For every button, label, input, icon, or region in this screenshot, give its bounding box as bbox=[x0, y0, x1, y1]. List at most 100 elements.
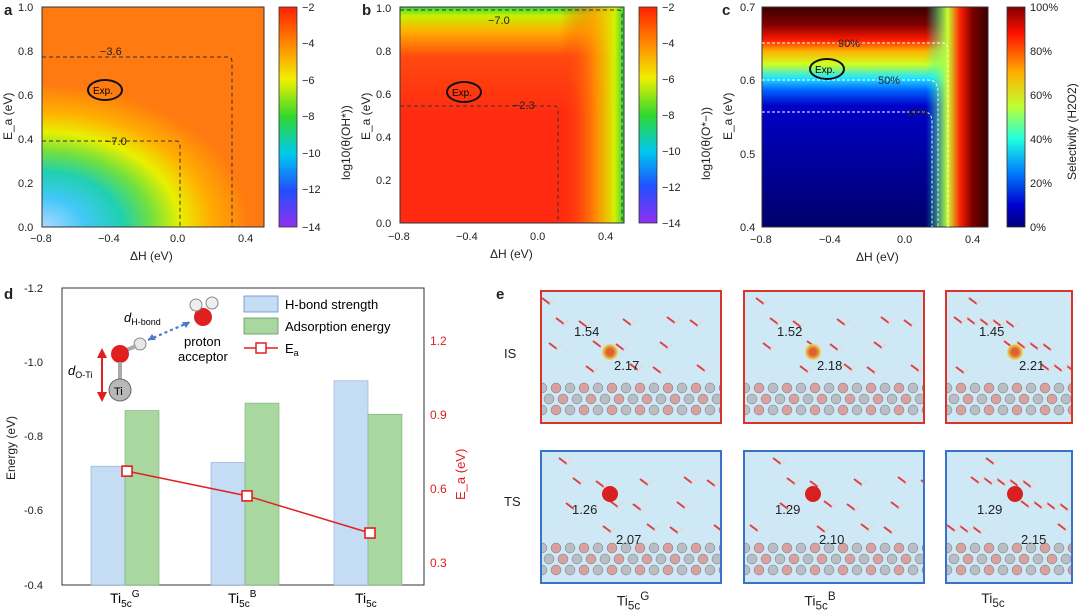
panel-b-label: b bbox=[362, 2, 372, 19]
y-tick-a-2: 0.4 bbox=[18, 134, 33, 146]
y-tick-c-1: 0.5 bbox=[740, 149, 755, 161]
y-axis-d: -1.2 -1.0 -0.8 -0.6 -0.4 Energy (eV) bbox=[4, 283, 43, 592]
col-label-tig: Ti5cG bbox=[616, 590, 650, 612]
cb-c-0: 100% bbox=[1030, 2, 1058, 14]
cb-a-2: −6 bbox=[302, 75, 315, 87]
y-tick-a-5: 1.0 bbox=[18, 2, 33, 14]
cb-c-2: 60% bbox=[1030, 90, 1052, 102]
y-axis-a: 0.0 0.2 0.4 0.6 0.8 1.0 E_a (eV) bbox=[1, 2, 33, 234]
ea-marker-0 bbox=[121, 465, 133, 477]
cb-c-5: 0% bbox=[1030, 222, 1046, 234]
y-tick-b-4: 0.8 bbox=[376, 46, 391, 58]
legend-d: H-bond strength Adsorption energy Ea bbox=[243, 295, 391, 358]
x-label-b: ΔH (eV) bbox=[490, 247, 533, 261]
distance-ts-2-oti: 2.15 bbox=[1021, 532, 1047, 547]
x-axis-d: Ti5cG Ti5cB Ti5c bbox=[110, 589, 377, 610]
colorbar-a-label: log10(θ(OH*)) bbox=[339, 105, 353, 180]
ea-marker-1 bbox=[241, 490, 253, 502]
cb-b-0: −2 bbox=[662, 2, 675, 14]
cb-c-1: 80% bbox=[1030, 46, 1052, 58]
y-axis-b: 0.0 0.2 0.4 0.6 0.8 1.0 E_a (eV) bbox=[360, 3, 391, 230]
ti-atom bbox=[108, 378, 132, 402]
contour-b-1 bbox=[400, 9, 623, 223]
panel-d: d -1.2 -1.0 -0.8 -0.6 -0.4 Energy (eV) 1… bbox=[0, 280, 470, 611]
distance-is-0-hbond: 1.54 bbox=[574, 324, 600, 339]
cb-c-3: 40% bbox=[1030, 134, 1052, 146]
h-atom-1 bbox=[133, 337, 147, 351]
col-label-tib: Ti5cB bbox=[804, 590, 836, 612]
y-tick-b-5: 1.0 bbox=[376, 3, 391, 15]
y-label-b: E_a (eV) bbox=[360, 93, 373, 140]
y-tick-d-1: -1.0 bbox=[24, 357, 43, 369]
exp-label-b: Exp. bbox=[452, 88, 472, 99]
structure-ts-1: 1.29 2.10 bbox=[743, 450, 925, 584]
structure-ts-0: 1.26 2.07 bbox=[540, 450, 722, 584]
hbond-arrow bbox=[147, 320, 191, 342]
adsorbate-ts-2 bbox=[1007, 486, 1023, 502]
panel-b: b bbox=[360, 0, 720, 265]
cb-b-2: −6 bbox=[662, 74, 675, 86]
legend-marker-ea bbox=[255, 342, 267, 354]
ea-marker-2 bbox=[364, 527, 376, 539]
adsorbate-is-0 bbox=[602, 344, 618, 360]
col-label-ti: Ti5c bbox=[981, 590, 1005, 610]
contour-b-2-label: −2.3 bbox=[513, 100, 535, 112]
x-axis-b: −0.8 −0.4 0.0 0.4 ΔH (eV) bbox=[388, 231, 613, 261]
row-label-is: IS bbox=[504, 346, 517, 361]
o-atom-oh bbox=[111, 345, 129, 363]
proton-acceptor-label: proton acceptor bbox=[178, 334, 229, 364]
y2-tick-d-1: 0.9 bbox=[430, 408, 447, 422]
x-tick-a-2: 0.0 bbox=[170, 233, 185, 245]
cb-b-5: −12 bbox=[662, 182, 681, 194]
x-tick-c-1: −0.4 bbox=[819, 234, 841, 246]
cb-c-4: 20% bbox=[1030, 178, 1052, 190]
x-axis-c: −0.8 −0.4 0.0 0.4 ΔH (eV) bbox=[750, 234, 980, 264]
y-tick-d-4: -0.4 bbox=[24, 580, 43, 592]
o-atom-acceptor bbox=[194, 308, 212, 326]
legend-label-hbond: H-bond strength bbox=[285, 297, 378, 312]
x-cat-d-2: Ti5c bbox=[355, 590, 377, 610]
oti-arrowhead-down bbox=[97, 392, 107, 402]
d-oti-label: dO-Ti bbox=[68, 363, 92, 380]
contour-a-2-label: −7.0 bbox=[105, 136, 127, 148]
y-tick-c-0: 0.4 bbox=[740, 222, 755, 234]
x-tick-a-3: 0.4 bbox=[238, 233, 253, 245]
legend-swatch-hbond bbox=[243, 295, 279, 313]
bar-hbond-2 bbox=[333, 380, 369, 586]
y2-label-d: E_a (eV) bbox=[453, 449, 468, 500]
structure-ts-2: 1.29 2.15 bbox=[945, 450, 1073, 584]
row-label-ts: TS bbox=[504, 494, 521, 509]
y-tick-b-3: 0.6 bbox=[376, 89, 391, 101]
cb-b-3: −8 bbox=[662, 110, 675, 122]
x-axis-a: −0.8 −0.4 0.0 0.4 ΔH (eV) bbox=[30, 233, 253, 263]
distance-ts-1-oti: 2.10 bbox=[819, 532, 845, 547]
structure-is-1: 1.52 2.18 bbox=[743, 290, 925, 424]
distance-ts-0-oti: 2.07 bbox=[616, 532, 642, 547]
y-tick-a-3: 0.6 bbox=[18, 90, 33, 102]
distance-ts-1-hbond: 1.29 bbox=[775, 502, 801, 517]
x-cat-d-0: Ti5cG bbox=[110, 589, 140, 610]
cb-b-1: −4 bbox=[662, 38, 675, 50]
h-atom-2 bbox=[189, 298, 203, 312]
y-tick-c-2: 0.6 bbox=[740, 75, 755, 87]
x-tick-a-0: −0.8 bbox=[30, 233, 52, 245]
distance-is-2-oti: 2.21 bbox=[1019, 358, 1045, 373]
cb-a-3: −8 bbox=[302, 111, 315, 123]
x-tick-b-2: 0.0 bbox=[530, 231, 545, 243]
oti-arrowhead-up bbox=[97, 348, 107, 358]
cb-a-6: −14 bbox=[302, 222, 321, 234]
adsorbate-is-1 bbox=[805, 344, 821, 360]
colorbar-b bbox=[638, 6, 658, 224]
panel-e-label: e bbox=[496, 286, 505, 303]
y-label-c: E_a (eV) bbox=[721, 93, 735, 140]
colorbar-c-ticks: 100% 80% 60% 40% 20% 0% bbox=[1030, 2, 1058, 234]
adsorbate-ts-1 bbox=[805, 486, 821, 502]
y-tick-b-0: 0.0 bbox=[376, 218, 391, 230]
x-tick-a-1: −0.4 bbox=[98, 233, 120, 245]
distance-ts-2-hbond: 1.29 bbox=[977, 502, 1003, 517]
exp-label-c: Exp. bbox=[815, 65, 835, 76]
x-tick-c-3: 0.4 bbox=[965, 234, 980, 246]
panel-a-label: a bbox=[4, 2, 13, 19]
d-hbond-label: dH-bond bbox=[124, 310, 161, 327]
y-tick-d-3: -0.6 bbox=[24, 505, 43, 517]
